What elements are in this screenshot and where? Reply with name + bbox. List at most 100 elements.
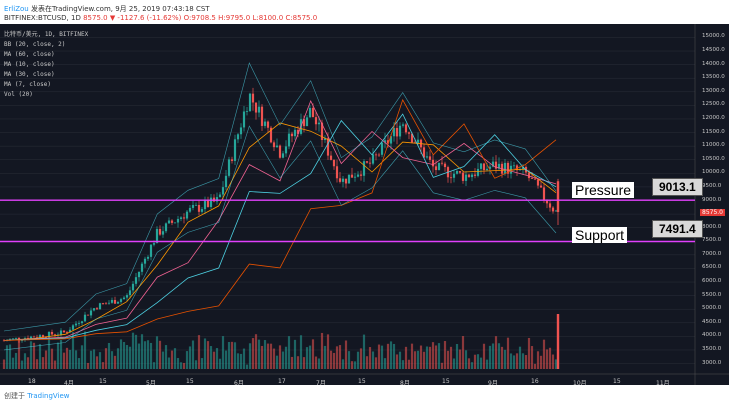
volume-bar [449,346,453,369]
header-bar: ErliZou 发表在TradingView.com, 9月 25, 2019 … [0,0,729,24]
volume-bar [59,340,63,369]
volume-bar [80,345,84,369]
volume-bar [206,341,210,369]
indicator-bb[interactable]: BB (20, close, 2) [4,41,66,48]
candle-body [341,178,345,182]
volume-bar [191,340,195,369]
candle-body [497,163,501,169]
volume-bar [2,359,6,369]
volume-bar [23,353,27,369]
indicator-ma30[interactable]: MA (30, close) [4,71,55,78]
y-tick-label: 6000.0 [702,278,722,285]
candle-body [77,323,81,324]
candle-body [263,121,267,126]
volume-bar [200,358,204,369]
volume-bar [419,345,423,369]
x-tick-label: 8月 [400,380,410,387]
last-price-tag: 8575.0 [700,209,725,216]
candle-body [494,161,498,169]
candle-body [323,138,327,140]
candle-body [143,258,147,264]
volume-bar [410,343,414,369]
volume-bar [338,345,342,369]
volume-bar [503,349,507,369]
author-link[interactable]: ErliZou [4,5,29,13]
volume-bar [308,345,312,369]
candle-body [368,162,372,164]
candle-body [233,139,237,161]
candle-body [377,154,381,156]
candle-body [410,133,414,143]
volume-bar [218,358,222,369]
volume-bar [446,350,450,369]
volume-bar [353,361,357,369]
volume-bar [11,357,15,369]
candle-body [269,127,273,143]
volume-bar [392,343,396,369]
candle-body [242,111,246,128]
tradingview-logo-icon[interactable]: TradingView [27,392,70,400]
y-tick-label: 5000.0 [702,305,722,312]
candle-body [326,138,330,156]
bollinger-upper [3,62,557,332]
y-tick-label: 6500.0 [702,264,722,271]
candle-body [473,174,477,176]
candle-body [113,299,117,304]
indicator-ma7[interactable]: MA (7, close) [4,81,51,88]
chart-pane[interactable] [0,24,729,385]
candle-body [119,299,123,302]
candle-body [542,187,546,200]
indicator-ma10[interactable]: MA (10, close) [4,61,55,68]
candle-body [362,161,366,176]
volume-bar [224,350,228,369]
volume-bar [404,346,408,369]
candle-body [92,308,96,311]
candle-body [389,136,393,144]
candle-body [293,129,297,137]
volume-bar [371,351,375,369]
volume-bar [203,338,207,369]
y-tick-label: 14000.0 [702,60,725,67]
volume-bar [233,342,237,369]
volume-bar [140,334,144,369]
candle-body [338,178,342,182]
price-chart [0,24,729,385]
volume-bar [74,350,78,369]
moving-average-line [3,122,557,341]
candle-body [425,156,429,158]
volume-bar [20,360,24,369]
candle-body [29,336,33,340]
candle-body [206,200,210,207]
candle-body [215,197,219,202]
y-tick-label: 4500.0 [702,318,722,325]
volume-bar [434,345,438,369]
volume-bar [176,358,180,369]
candle-body [107,302,111,304]
candle-body [539,185,543,188]
volume-bar [17,337,21,369]
candle-body [305,117,309,127]
candle-body [440,162,444,164]
candle-body [230,159,234,161]
volume-bar [536,351,540,369]
price-change: ▼ -1127.6 (-11.62%) [109,14,182,22]
y-tick-label: 7000.0 [702,250,722,257]
x-tick-label: 16 [531,378,539,385]
volume-bar [290,356,294,369]
volume-bar [395,354,399,369]
volume-bar [335,346,339,369]
candle-body [158,228,162,235]
candle-body [434,166,438,171]
volume-bar [41,357,45,369]
indicator-ma60[interactable]: MA (60, close) [4,51,55,58]
candle-body [335,166,339,179]
candle-body [533,178,537,180]
indicator-vol[interactable]: Vol (20) [4,91,33,98]
volume-bar [542,339,546,369]
volume-bar [377,344,381,369]
volume-bar [221,336,225,369]
candle-body [149,244,153,257]
candle-body [431,159,435,167]
volume-bar [179,362,183,369]
candle-body [437,162,441,171]
